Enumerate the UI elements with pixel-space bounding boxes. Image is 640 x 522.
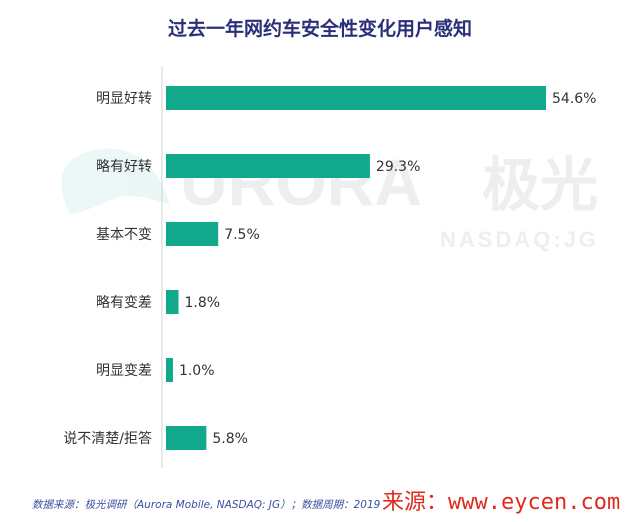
value-label: 1.8%: [185, 295, 221, 311]
value-label: 54.6%: [552, 91, 596, 107]
category-label: 略有变差: [96, 295, 152, 311]
category-label: 略有好转: [96, 159, 152, 175]
bar: [166, 358, 173, 382]
value-label: 29.3%: [376, 159, 420, 175]
source-watermark: 来源：www.eycen.com: [380, 484, 623, 516]
bars-layer: 明显好转 54.6% 略有好转 29.3% 基本不变 7.5% 略有变差 1.8% 明显变差 1.…: [63, 66, 596, 468]
aurora-logo-shape: [61, 148, 170, 215]
category-label: 说不清楚/拒答: [63, 430, 152, 447]
value-label: 5.8%: [212, 431, 248, 447]
bar: [166, 426, 207, 450]
value-label: 1.0%: [179, 363, 215, 379]
category-label: 明显变差: [96, 363, 152, 379]
chart-title: 过去一年网约车安全性变化用户感知: [167, 18, 472, 40]
category-label: 基本不变: [96, 226, 152, 243]
bar: [166, 154, 370, 178]
value-label: 7.5%: [224, 227, 260, 243]
watermark-brand-cn: 极光: [482, 151, 598, 219]
bar: [166, 290, 179, 314]
watermark-ticker: NASDAQ:JG: [440, 227, 599, 252]
bar: [166, 222, 219, 246]
data-source-footer: 数据来源：极光调研（Aurora Mobile, NASDAQ: JG）；数据周…: [32, 499, 391, 511]
category-label: 明显好转: [96, 91, 152, 107]
bar: [166, 86, 546, 110]
